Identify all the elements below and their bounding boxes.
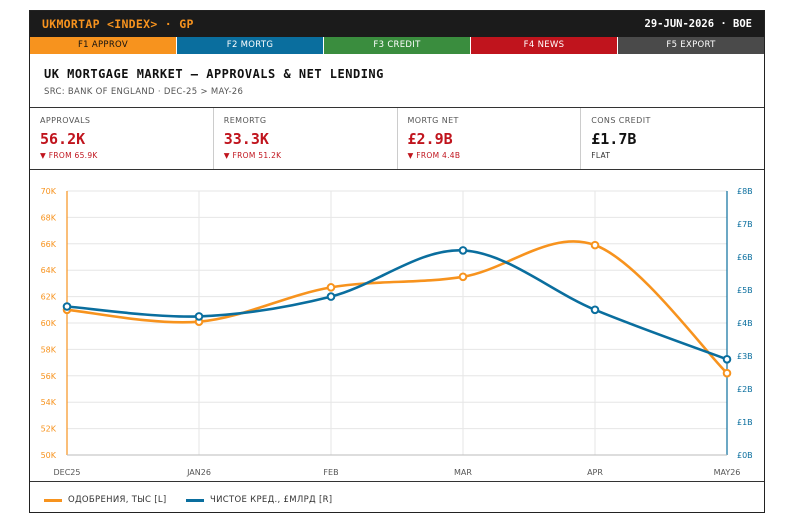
approvals-point [458,272,468,282]
fkey-mortgage[interactable]: F2 MORTG [177,37,324,54]
function-key-bar: F1 APPROV F2 MORTG F3 CREDIT F4 NEWS F5 … [30,37,764,54]
x-tick-label: DEC25 [54,468,81,477]
x-tick-label: APR [587,468,603,477]
fkey-approvals[interactable]: F1 APPROV [30,37,177,54]
ticker-brand: UKMORTAP <INDEX> · GP [42,17,194,31]
kpi-remortgage: REMORTG 33.3K ▼ FROM 51.2K [214,108,398,169]
legend-label: ОДОБРЕНИЯ, ТЫС [L] [68,495,167,505]
net-lending-point [458,246,468,255]
legend-label: ЧИСТОЕ КРЕД., £МЛРД [R] [210,495,333,505]
y-right-tick-label: £7B [737,220,753,229]
kpi-approvals: APPROVALS 56.2K ▼ FROM 65.9K [30,108,214,169]
legend-swatch [44,498,62,502]
approvals-point [326,283,336,292]
y-left-tick-label: 62K [41,293,57,302]
kpi-change: ▼ FROM 65.9K [40,151,98,160]
y-left-tick-label: 68K [41,213,57,222]
chart-area: 50K 52K 54K 56K 58K 60K 62K 64K 66K 68K 70K £0B £1B £… [30,170,764,481]
fkey-export[interactable]: F5 EXPORT [618,37,764,54]
y-left-tick-label: 54K [41,398,57,407]
x-tick-label: JAN26 [186,468,211,477]
y-left-tick-label: 60K [41,319,57,328]
fkey-credit[interactable]: F3 CREDIT [324,37,471,54]
kpi-value: 56.2K [40,130,86,148]
y-right-tick-label: £8B [737,187,753,196]
chart-legend: ОДОБРЕНИЯ, ТЫС [L] ЧИСТОЕ КРЕД., £МЛРД [… [30,481,764,512]
kpi-consumer-credit: CONS CREDIT £1.7B FLAT [581,108,764,169]
y-right-tick-label: £4B [737,319,753,328]
y-left-tick-label: 70K [41,187,57,196]
legend-item-net-lending: ЧИСТОЕ КРЕД., £МЛРД [R] [186,495,332,505]
kpi-value: 33.3K [223,130,269,148]
kpi-label: CONS CREDIT [591,116,651,125]
y-left-tick-label: 64K [41,266,57,275]
y-left-tick-label: 50K [41,451,57,460]
net-lending-line [65,249,729,361]
y-right-tick-label: £1B [737,418,753,427]
kpi-label: MORTG NET [407,116,459,125]
kpi-value: £1.7B [591,130,637,148]
y-left-tick-label: 52K [41,425,57,434]
chart-header: UK MORTGAGE MARKET — APPROVALS & NET LEN… [30,54,764,108]
kpi-change: FLAT [591,151,611,160]
y-right-tick-label: £2B [737,385,753,394]
x-tick-label: MAR [454,468,472,477]
legend-swatch [186,498,204,502]
net-lending-point [326,292,336,301]
data-source: SRC: BANK OF ENGLAND · DEC-25 > MAY-26 [44,87,244,97]
y-right-tick-label: £6B [737,253,753,262]
kpi-strip: APPROVALS 56.2K ▼ FROM 65.9K REMORTG 33.… [30,108,764,170]
y-left-tick-label: 58K [41,345,57,354]
y-right-tick-label: £0B [737,451,753,460]
top-bar: UKMORTAP <INDEX> · GP 29-JUN-2026 · BOE [30,11,764,37]
kpi-change: ▼ FROM 51.2K [223,151,282,160]
date-source: 29-JUN-2026 · BOE [644,18,752,30]
fkey-news[interactable]: F4 NEWS [471,37,618,54]
approvals-point [722,368,732,378]
approvals-point [590,240,600,250]
kpi-label: REMORTG [223,116,267,125]
x-tick-label: FEB [323,468,338,477]
net-lending-point [722,355,732,364]
y-right-tick-label: £3B [737,352,753,361]
kpi-value: £2.9B [407,130,453,148]
y-left-tick-label: 66K [41,240,57,249]
net-lending-point [590,305,600,315]
y-right-tick-label: £5B [737,286,753,295]
y-left-tick-label: 56K [41,372,57,381]
chart-title: UK MORTGAGE MARKET — APPROVALS & NET LEN… [44,67,384,81]
kpi-label: APPROVALS [40,116,91,125]
line-chart: 50K 52K 54K 56K 58K 60K 62K 64K 66K 68K 70K £0B £1B £… [41,187,753,477]
net-lending-point [62,302,72,311]
terminal-frame: UKMORTAP <INDEX> · GP 29-JUN-2026 · BOE … [29,10,765,513]
approvals-line [65,240,729,375]
legend-item-approvals: ОДОБРЕНИЯ, ТЫС [L] [44,495,167,505]
net-lending-point [194,312,204,321]
kpi-mortgage-net: MORTG NET £2.9B ▼ FROM 4.4B [398,108,582,169]
kpi-change: ▼ FROM 4.4B [407,151,461,160]
x-tick-label: MAY26 [714,468,741,477]
